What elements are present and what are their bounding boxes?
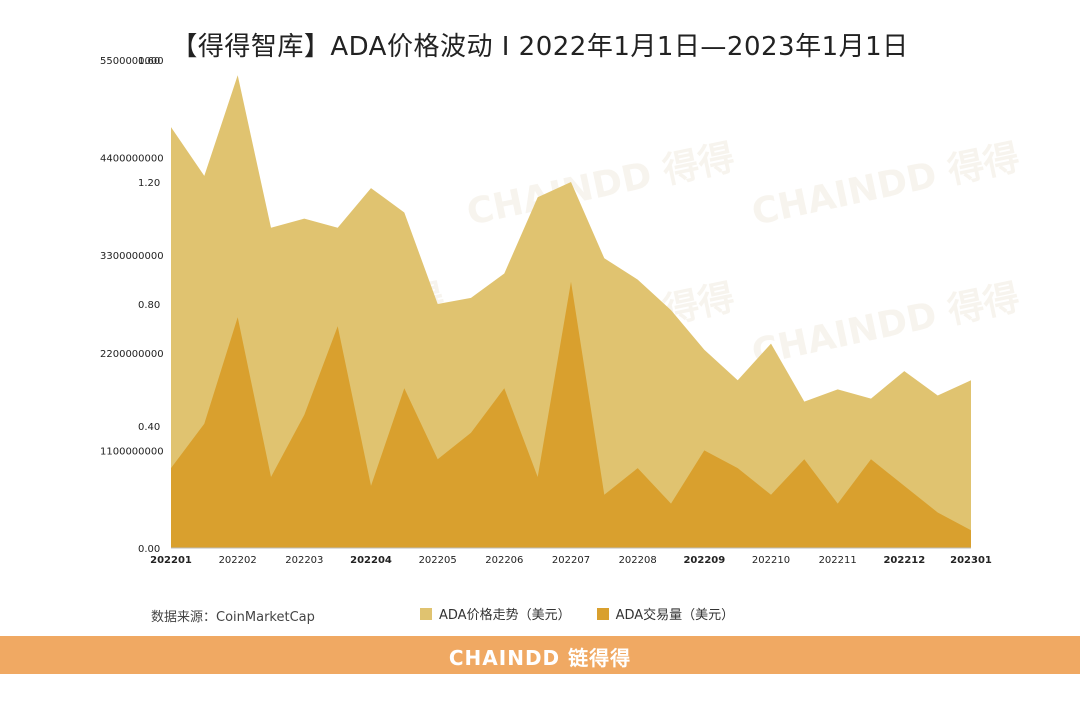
x-tick-202301: 202301 <box>950 555 992 566</box>
y-tick-price-4: 1.60 <box>138 56 160 67</box>
brand-logo: CHAINDD 链得得 <box>448 646 632 670</box>
bottom-strip <box>0 674 1080 710</box>
x-tick-202203: 202203 <box>285 555 323 566</box>
y-tick-volume-2: 3300000000 <box>100 251 164 262</box>
legend: ADA价格走势（美元） ADA交易量（美元） <box>420 604 734 623</box>
watermark-1: CHAINDD 得得 <box>748 137 1023 234</box>
y-tick-volume-4: 5500000000 <box>100 56 164 67</box>
y-tick-price-0: 0.00 <box>138 544 160 555</box>
legend-label-price: ADA价格走势（美元） <box>439 608 571 623</box>
x-tick-202207: 202207 <box>552 555 590 566</box>
x-tick-202205: 202205 <box>419 555 457 566</box>
x-tick-202202: 202202 <box>219 555 257 566</box>
legend-swatch-volume <box>596 607 609 620</box>
watermark-4: CHAINDD 得得 <box>748 277 1023 374</box>
y-tick-volume-3: 4400000000 <box>100 154 164 165</box>
legend-swatch-price <box>420 607 432 620</box>
legend-label-volume: ADA交易量（美元） <box>615 608 735 623</box>
y-tick-volume-1: 2200000000 <box>100 349 164 360</box>
x-tick-202201: 202201 <box>150 555 192 566</box>
y-axis-left: 0.00 0.40 0.80 1.20 1.60 1100000000 2200000000… <box>100 56 164 555</box>
legend-item-volume: ADA交易量（美元） <box>596 604 735 623</box>
data-source: 数据来源：CoinMarketCap <box>151 610 315 625</box>
y-tick-volume-0: 1100000000 <box>100 446 164 457</box>
x-tick-202204: 202204 <box>350 555 392 566</box>
footer-banner: CHAINDD 链得得 <box>0 636 1080 674</box>
x-tick-202206: 202206 <box>485 555 523 566</box>
chart-title: 【得得智库】ADA价格波动 I 2022年1月1日—2023年1月1日 <box>171 32 909 62</box>
x-tick-202209: 202209 <box>683 555 725 566</box>
watermark-0: CHAINDD 得得 <box>463 137 738 234</box>
y-tick-price-1: 0.40 <box>138 422 160 433</box>
legend-item-price: ADA价格走势（美元） <box>420 604 571 623</box>
x-tick-202212: 202212 <box>883 555 925 566</box>
y-tick-price-2: 0.80 <box>138 300 160 311</box>
x-tick-202210: 202210 <box>752 555 790 566</box>
x-axis: 202201 202202 202203 202204 202205 202206 2022… <box>150 547 992 566</box>
x-tick-202211: 202211 <box>819 555 857 566</box>
volume-area <box>171 281 971 548</box>
y-tick-price-3: 1.20 <box>138 178 160 189</box>
x-tick-202208: 202208 <box>619 555 657 566</box>
